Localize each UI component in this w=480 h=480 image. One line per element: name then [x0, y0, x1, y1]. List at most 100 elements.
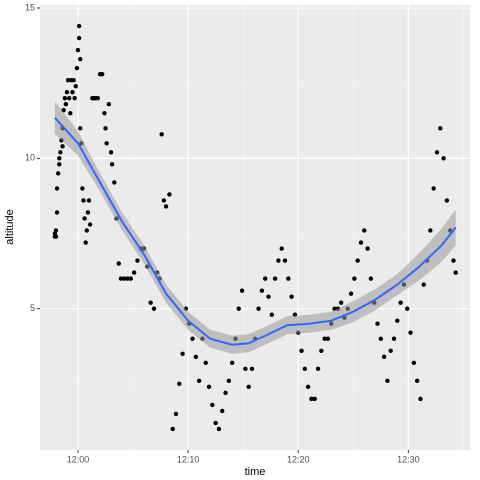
point: [210, 402, 215, 408]
point: [259, 288, 265, 293]
y-tick-label: 5: [30, 303, 35, 313]
point: [312, 396, 317, 402]
y-tick-label: 15: [25, 2, 35, 12]
point: [319, 348, 324, 353]
point: [243, 366, 248, 372]
point: [71, 77, 76, 83]
panel: [40, 5, 470, 450]
point: [77, 126, 83, 131]
point: [391, 336, 397, 341]
point: [431, 186, 436, 191]
point: [82, 216, 87, 221]
point: [428, 228, 433, 233]
point: [196, 378, 202, 384]
point: [398, 300, 403, 305]
point: [355, 258, 360, 263]
point: [54, 210, 60, 215]
point: [77, 56, 83, 62]
point: [74, 65, 80, 71]
point: [375, 321, 380, 326]
point: [64, 89, 70, 95]
point: [299, 348, 304, 353]
point: [57, 156, 62, 161]
point: [148, 300, 153, 305]
point: [411, 360, 417, 366]
y-tick-label: 10: [25, 153, 35, 163]
point: [167, 192, 172, 197]
point: [266, 294, 271, 299]
point: [112, 180, 117, 185]
point: [282, 258, 288, 263]
point: [438, 126, 443, 131]
point: [62, 96, 67, 101]
point: [100, 71, 105, 77]
point: [338, 300, 344, 305]
point: [76, 35, 82, 41]
x-tick-label: 12:00: [67, 454, 90, 464]
point: [68, 111, 73, 116]
y-axis-title: altitude: [4, 209, 16, 244]
point: [362, 228, 367, 233]
point: [57, 162, 62, 167]
point: [54, 186, 60, 191]
point: [441, 156, 446, 161]
point: [53, 234, 59, 239]
point: [163, 204, 169, 209]
point: [213, 420, 218, 426]
point: [161, 198, 167, 203]
point: [83, 240, 88, 245]
point: [309, 396, 314, 402]
point: [276, 258, 281, 263]
point: [76, 23, 82, 29]
point: [170, 426, 175, 432]
point: [352, 276, 357, 281]
point: [109, 162, 115, 167]
point: [453, 270, 458, 275]
point: [220, 408, 225, 414]
point: [80, 186, 85, 191]
point: [177, 381, 182, 387]
point: [180, 351, 185, 356]
point: [223, 390, 228, 396]
point: [151, 306, 157, 311]
point: [305, 384, 311, 390]
point: [65, 77, 71, 83]
point: [229, 360, 235, 366]
x-tick-label: 12:30: [397, 454, 420, 464]
point: [55, 171, 61, 176]
point: [378, 336, 384, 341]
point: [414, 378, 420, 384]
smooth-line: [54, 117, 457, 346]
point: [289, 294, 294, 299]
point: [368, 276, 374, 281]
point: [63, 102, 69, 107]
point: [381, 354, 387, 359]
point: [190, 336, 195, 341]
point: [173, 411, 179, 417]
point: [405, 306, 410, 311]
point: [236, 306, 241, 311]
x-tick-label: 12:10: [177, 454, 200, 464]
point: [256, 306, 261, 311]
x-axis-title: time: [245, 466, 266, 478]
point: [193, 354, 199, 359]
point: [315, 366, 321, 372]
point: [106, 102, 112, 107]
point: [421, 282, 426, 287]
point: [131, 270, 137, 275]
point: [118, 276, 124, 281]
point: [418, 396, 423, 402]
point: [262, 276, 268, 281]
point: [122, 276, 127, 281]
point: [104, 141, 109, 146]
point: [365, 246, 370, 251]
point: [286, 276, 291, 281]
point: [385, 378, 390, 384]
point: [206, 384, 212, 390]
point: [116, 261, 121, 266]
point: [85, 210, 91, 215]
point: [388, 348, 393, 353]
point: [249, 366, 255, 372]
point: [325, 336, 331, 341]
